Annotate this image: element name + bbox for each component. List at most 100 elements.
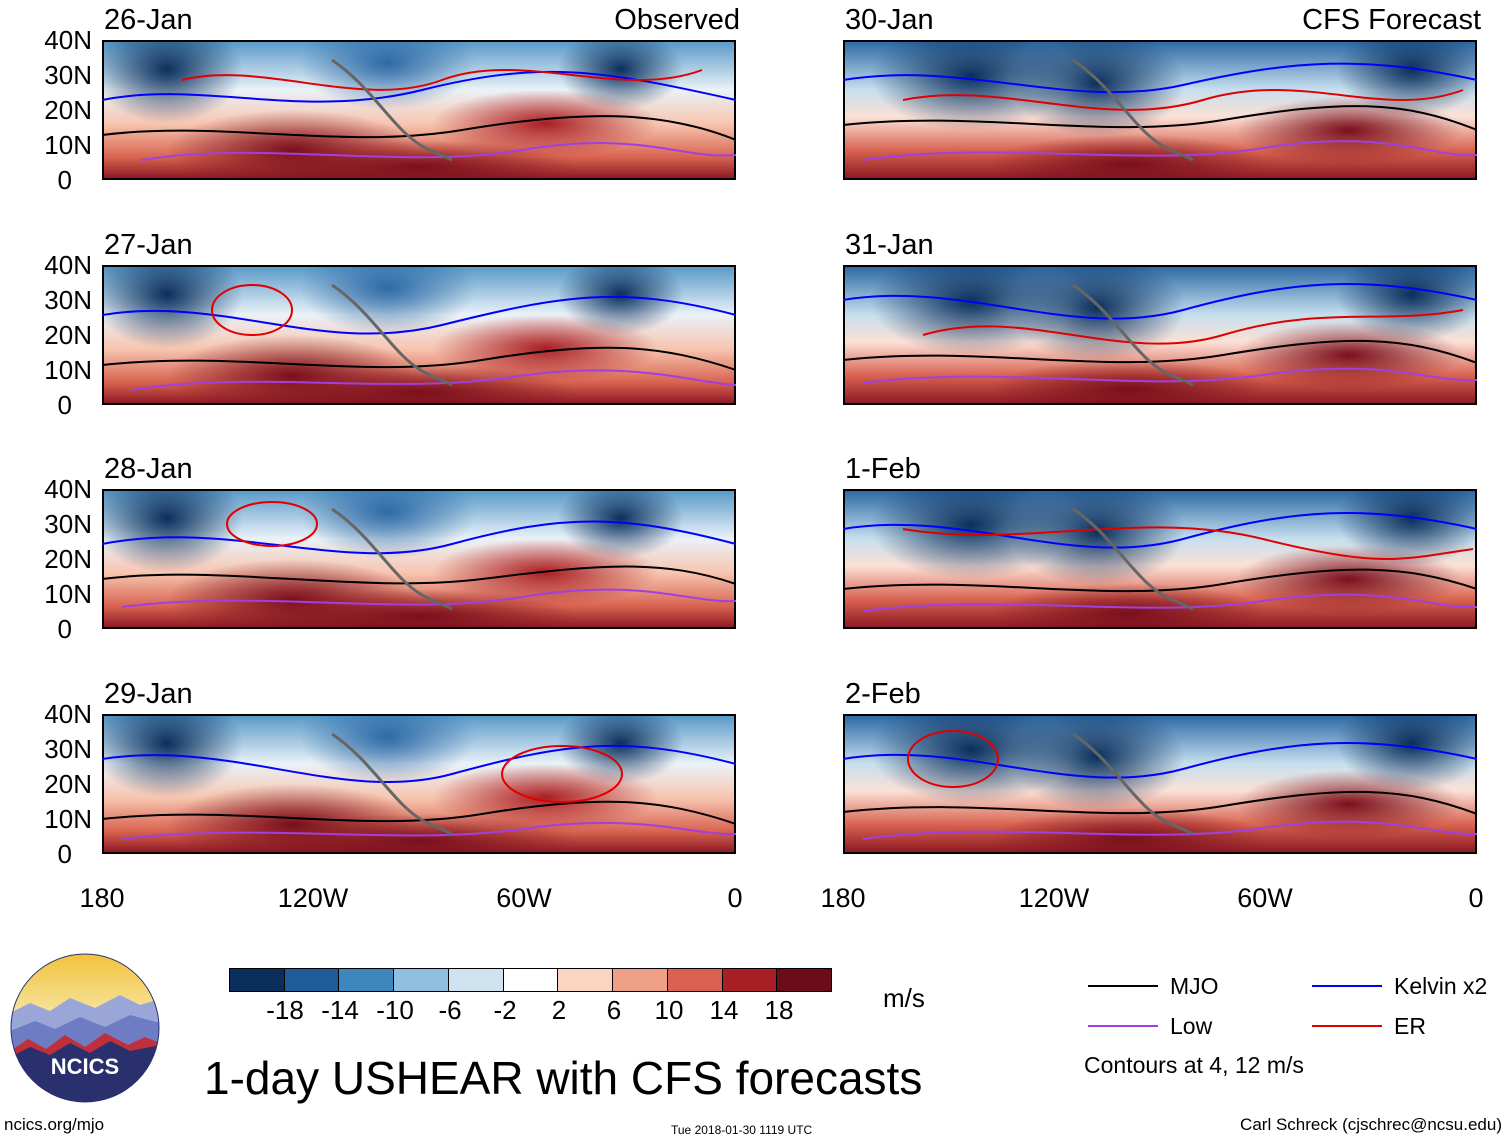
logo-text: NCICS (51, 1054, 119, 1079)
legend-label: Low (1170, 1013, 1213, 1039)
contour-overlay (843, 730, 1477, 840)
legend-line (1088, 1025, 1158, 1027)
colorbar-tick: -6 (438, 995, 462, 1025)
footer-timestamp: Tue 2018-01-30 1119 UTC (671, 1123, 813, 1137)
colorbar-tick: 2 (551, 995, 567, 1025)
y-tick: 40N (44, 250, 92, 280)
contour-overlay (843, 507, 1477, 612)
footer-url: ncics.org/mjo (4, 1115, 105, 1134)
y-tick: 30N (44, 734, 92, 764)
panel-date: 2-Feb (845, 678, 921, 710)
map-panel-31-jan: 31-Jan (843, 229, 1477, 405)
legend-item-er: ER (1312, 1011, 1510, 1041)
legend-label: ER (1394, 1013, 1426, 1039)
x-tick: 180 (79, 883, 125, 913)
legend-line (1312, 1025, 1382, 1027)
legend-label: Kelvin x2 (1394, 973, 1488, 999)
shear-field-map (102, 40, 736, 180)
ncics-logo: NCICS (10, 953, 160, 1103)
colorbar-swatch (284, 969, 340, 991)
y-tick: 10N (44, 579, 92, 609)
y-tick: 20N (44, 95, 92, 125)
colorbar-swatch (448, 969, 504, 991)
colorbar (229, 968, 832, 992)
colorbar-tick: 14 (709, 995, 739, 1025)
contour-overlay (102, 58, 736, 162)
panel-source: CFS Forecast (1302, 4, 1481, 36)
x-tick: 120W (1018, 883, 1090, 913)
y-tick: 0 (57, 614, 72, 644)
y-tick: 30N (44, 285, 92, 315)
panel-date: 27-Jan (104, 229, 193, 261)
panel-date: 26-Jan (104, 4, 193, 36)
x-tick: 120W (277, 883, 349, 913)
legend-item-mjo: MJO (1088, 971, 1288, 1001)
map-panel-27-jan: 27-Jan (102, 229, 736, 405)
contour-overlay (102, 501, 736, 611)
legend-label: MJO (1170, 973, 1219, 999)
contour-overlay (843, 58, 1477, 162)
contour-note: Contours at 4, 12 m/s (1084, 1052, 1304, 1078)
y-tick: 20N (44, 320, 92, 350)
map-panel-26-jan: 26-Jan Observed (102, 4, 740, 180)
legend-item-kelvin: Kelvin x2 (1312, 971, 1510, 1001)
map-panel-1-feb: 1-Feb (843, 453, 1477, 629)
colorbar-swatch (613, 969, 668, 991)
y-tick: 0 (57, 165, 72, 195)
panel-date: 31-Jan (845, 229, 934, 261)
x-tick: 60W (496, 883, 552, 913)
legend-item-low: Low (1088, 1011, 1288, 1041)
shear-field-map (843, 714, 1477, 854)
panel-date: 28-Jan (104, 453, 193, 485)
panel-date: 1-Feb (845, 453, 921, 485)
colorbar-swatch (722, 969, 778, 991)
colorbar-swatch (667, 969, 723, 991)
colorbar-tick: 10 (654, 995, 684, 1025)
y-tick: 40N (44, 474, 92, 504)
map-panel-2-feb: 2-Feb (843, 678, 1477, 854)
map-panel-30-jan: 30-Jan CFS Forecast (843, 4, 1481, 180)
y-tick: 30N (44, 509, 92, 539)
y-tick: 10N (44, 355, 92, 385)
contour-overlay (102, 283, 736, 391)
colorbar-tick: -14 (321, 995, 359, 1025)
y-tick: 10N (44, 804, 92, 834)
legend-line (1088, 985, 1158, 987)
colorbar-swatch (503, 969, 559, 991)
colorbar-swatch (339, 969, 395, 991)
shear-field-map (102, 489, 736, 629)
y-tick: 0 (57, 839, 72, 869)
map-panel-28-jan: 28-Jan (102, 453, 736, 629)
panel-date: 30-Jan (845, 4, 934, 36)
y-tick: 20N (44, 544, 92, 574)
x-tick: 0 (1468, 883, 1484, 913)
y-tick: 0 (57, 390, 72, 420)
map-panel-29-jan: 29-Jan (102, 678, 736, 854)
y-tick: 10N (44, 130, 92, 160)
y-tick: 40N (44, 25, 92, 55)
x-tick: 0 (727, 883, 743, 913)
figure-title: 1-day USHEAR with CFS forecasts (204, 1052, 923, 1104)
colorbar-tick: -10 (376, 995, 414, 1025)
y-tick: 20N (44, 769, 92, 799)
contour-overlay (843, 283, 1477, 387)
colorbar-swatch (777, 969, 832, 991)
colorbar-tick: 18 (764, 995, 794, 1025)
contour-overlay (102, 732, 736, 840)
panel-date: 29-Jan (104, 678, 193, 710)
colorbar-swatch (230, 969, 285, 991)
panel-source: Observed (614, 4, 740, 36)
colorbar-tick: -2 (493, 995, 517, 1025)
footer-author: Carl Schreck (cjschrec@ncsu.edu) (1240, 1115, 1502, 1134)
shear-field-map (102, 714, 736, 854)
x-tick: 180 (820, 883, 866, 913)
colorbar-swatch (394, 969, 449, 991)
y-tick: 40N (44, 699, 92, 729)
units-label: m/s (883, 983, 925, 1013)
colorbar-swatch (558, 969, 614, 991)
legend-line (1312, 985, 1382, 987)
x-tick: 60W (1237, 883, 1293, 913)
y-tick: 30N (44, 60, 92, 90)
colorbar-tick: 6 (606, 995, 622, 1025)
colorbar-tick: -18 (266, 995, 304, 1025)
